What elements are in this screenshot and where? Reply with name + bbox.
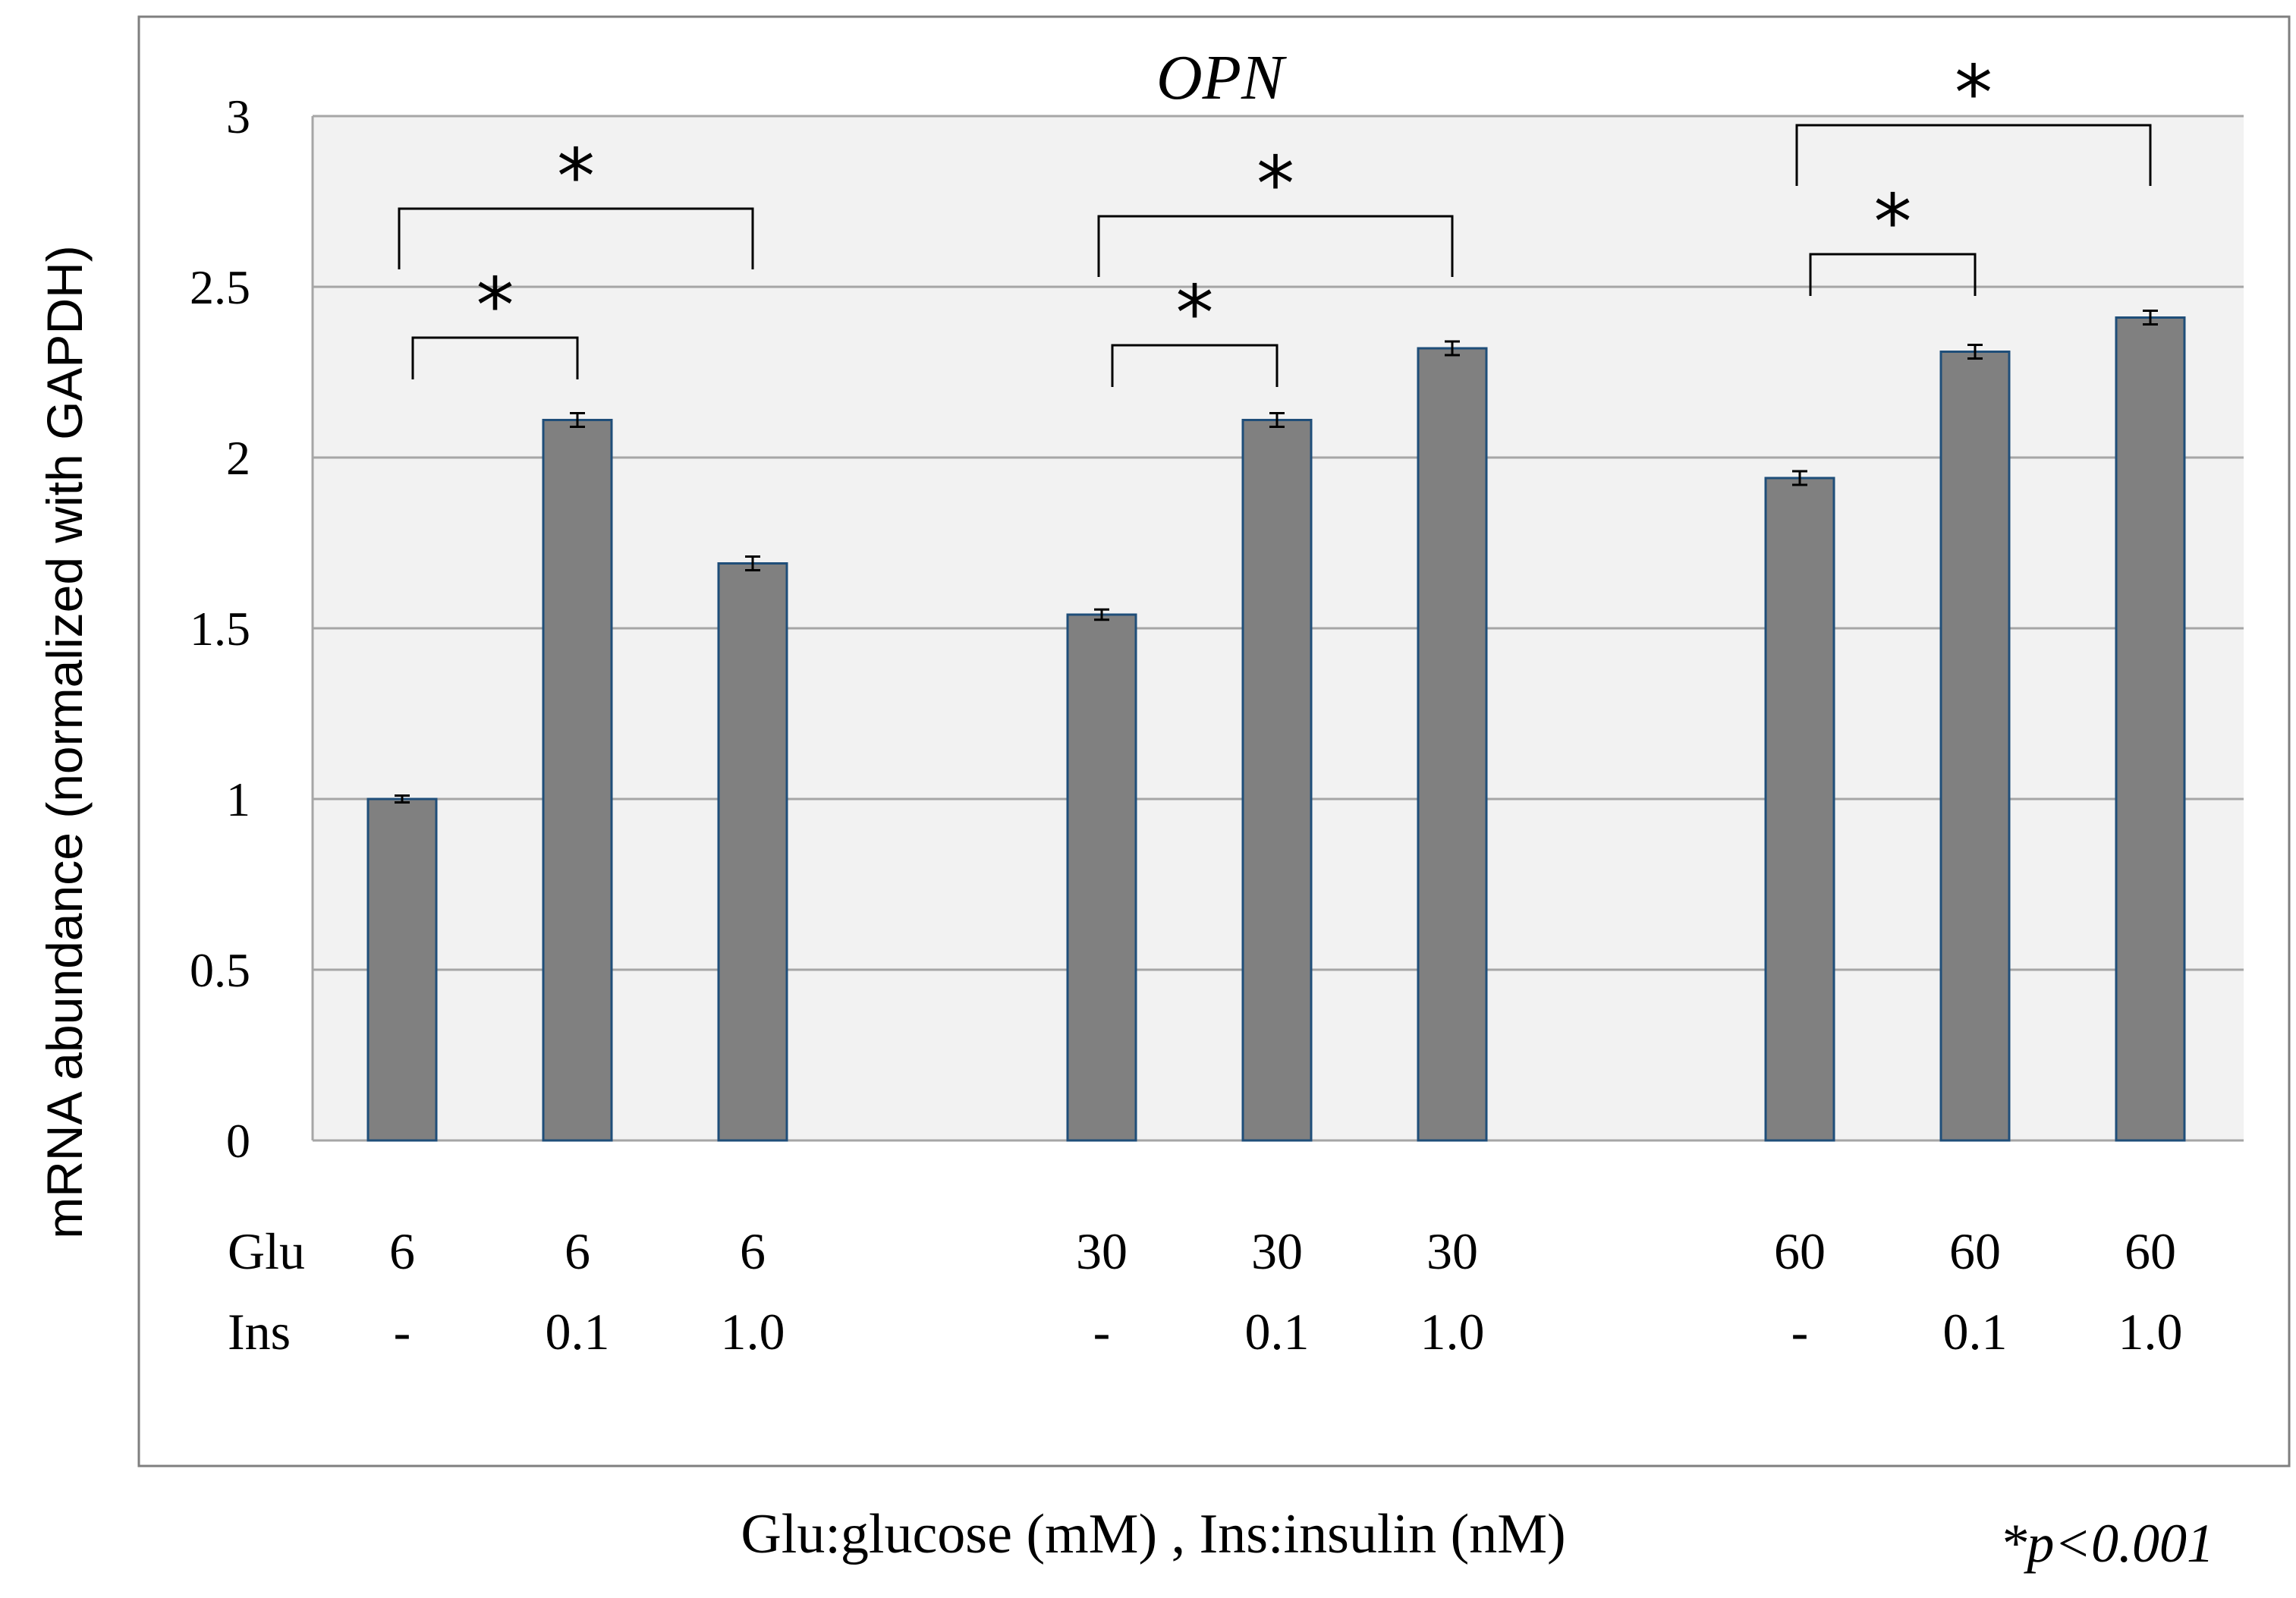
error-bar [1269, 412, 1285, 428]
significance-star: * [1176, 269, 1214, 357]
glu-tick-label: 6 [389, 1222, 415, 1280]
bar [2115, 316, 2186, 1142]
y-tick-label: 1 [226, 772, 250, 826]
ins-tick-label: 0.1 [1943, 1303, 2008, 1361]
glu-tick-label: 60 [2125, 1222, 2176, 1280]
bar [1764, 477, 1835, 1142]
bar [542, 419, 613, 1142]
significance-star: * [1257, 140, 1294, 228]
y-tick-label: 0 [226, 1114, 250, 1168]
bar [1241, 419, 1313, 1142]
error-bar [1792, 470, 1807, 486]
y-tick-label: 1.5 [190, 602, 250, 656]
y-tick-label: 2 [226, 431, 250, 485]
glu-tick-label: 30 [1426, 1222, 1478, 1280]
glu-tick-label: 30 [1076, 1222, 1128, 1280]
glu-tick-label: 60 [1774, 1222, 1826, 1280]
y-axis-tick-labels: 0 0.5 1 1.5 2 2.5 3 [190, 90, 250, 1168]
ins-tick-label: 1.0 [1420, 1303, 1485, 1361]
chart-title: OPN [1156, 42, 1287, 113]
significance-bracket: * [1795, 49, 2152, 186]
y-axis-label: mRNA abundance (normalized with GAPDH) [36, 245, 93, 1239]
significance-bracket: * [398, 132, 754, 269]
bar [717, 562, 788, 1142]
glu-tick-label: 60 [1949, 1222, 2001, 1280]
glu-tick-label: 6 [565, 1222, 590, 1280]
significance-star: * [1874, 178, 1912, 266]
bar [1417, 347, 1488, 1142]
error-bar [1094, 608, 1109, 621]
significance-bracket: * [411, 261, 579, 379]
ins-tick-label: - [1791, 1303, 1809, 1361]
ins-tick-label: 1.0 [2118, 1303, 2183, 1361]
bar [1939, 351, 2011, 1142]
ins-tick-label: 0.1 [1245, 1303, 1310, 1361]
bar [366, 797, 438, 1142]
ins-tick-label: 1.0 [721, 1303, 785, 1361]
significance-footnote: *p<0.001 [1999, 1513, 2214, 1574]
ins-tick-label: - [1093, 1303, 1111, 1361]
error-bars [395, 310, 2158, 804]
ins-tick-label: - [394, 1303, 411, 1361]
significance-bracket: * [1809, 178, 1977, 296]
significance-brackets: * * * * * * [398, 49, 2152, 387]
y-tick-label: 2.5 [190, 260, 250, 314]
significance-star: * [557, 132, 595, 221]
ins-tick-label: 0.1 [546, 1303, 610, 1361]
significance-bracket: * [1111, 269, 1279, 387]
glu-tick-label: 30 [1251, 1222, 1303, 1280]
x-axis-label: Glu:glucose (mM) , Ins:insulin (nM) [741, 1503, 1565, 1565]
row-label: Glu [228, 1222, 305, 1280]
row-label: Ins [228, 1303, 291, 1361]
x-category-rows: Glu Ins 6 - 6 0.1 6 1.0 30 - 30 0.1 30 1.0 60 - 60 0.1 60 1… [228, 1222, 2183, 1361]
glu-tick-label: 6 [740, 1222, 766, 1280]
error-bar [745, 555, 760, 571]
error-bar [1967, 344, 1983, 360]
error-bar [2143, 310, 2158, 326]
error-bar [1445, 340, 1460, 357]
error-bar [395, 794, 410, 804]
bar [1066, 613, 1137, 1142]
bars [366, 316, 2186, 1142]
error-bar [570, 412, 585, 428]
y-tick-label: 0.5 [190, 943, 250, 997]
y-tick-label: 3 [226, 90, 250, 143]
significance-star: * [1955, 49, 1992, 137]
significance-star: * [476, 261, 514, 350]
significance-bracket: * [1097, 140, 1454, 277]
